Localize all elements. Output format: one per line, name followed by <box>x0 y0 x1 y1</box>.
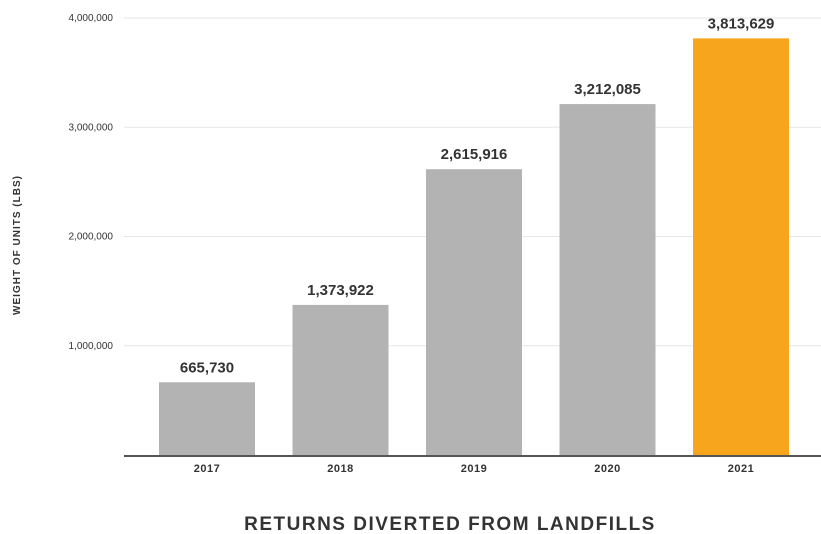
x-axis-ticks: 2017 2018 2019 2020 2021 <box>194 463 754 475</box>
y-axis-ticks: 1,000,000 2,000,000 3,000,000 4,000,000 <box>69 13 114 352</box>
y-tick-label: 1,000,000 <box>69 341 114 352</box>
bar-2017 <box>159 382 255 455</box>
y-axis-label: WEIGHT OF UNITS (LBS) <box>12 175 23 315</box>
data-label-2018: 1,373,922 <box>307 282 374 299</box>
data-label-2017: 665,730 <box>180 359 234 376</box>
y-tick-label: 4,000,000 <box>69 13 114 24</box>
y-tick-label: 2,000,000 <box>69 232 114 243</box>
x-tick-label: 2017 <box>194 463 220 475</box>
data-label-2019: 2,615,916 <box>441 146 508 163</box>
bars <box>159 38 789 456</box>
x-tick-label: 2018 <box>327 463 353 475</box>
bar-2020 <box>559 104 656 455</box>
x-tick-label: 2019 <box>461 463 487 475</box>
y-tick-label: 3,000,000 <box>69 122 114 133</box>
bar-2018 <box>292 304 389 455</box>
chart-title: RETURNS DIVERTED FROM LANDFILLS <box>244 514 656 534</box>
bar-2021 <box>693 38 789 456</box>
x-tick-label: 2021 <box>728 463 754 475</box>
data-label-2021: 3,813,629 <box>708 15 775 32</box>
data-labels: 665,730 1,373,922 2,615,916 3,212,085 3,813,… <box>180 15 774 376</box>
data-label-2020: 3,212,085 <box>574 81 641 98</box>
bar-2019 <box>426 169 522 455</box>
x-tick-label: 2020 <box>594 463 620 475</box>
